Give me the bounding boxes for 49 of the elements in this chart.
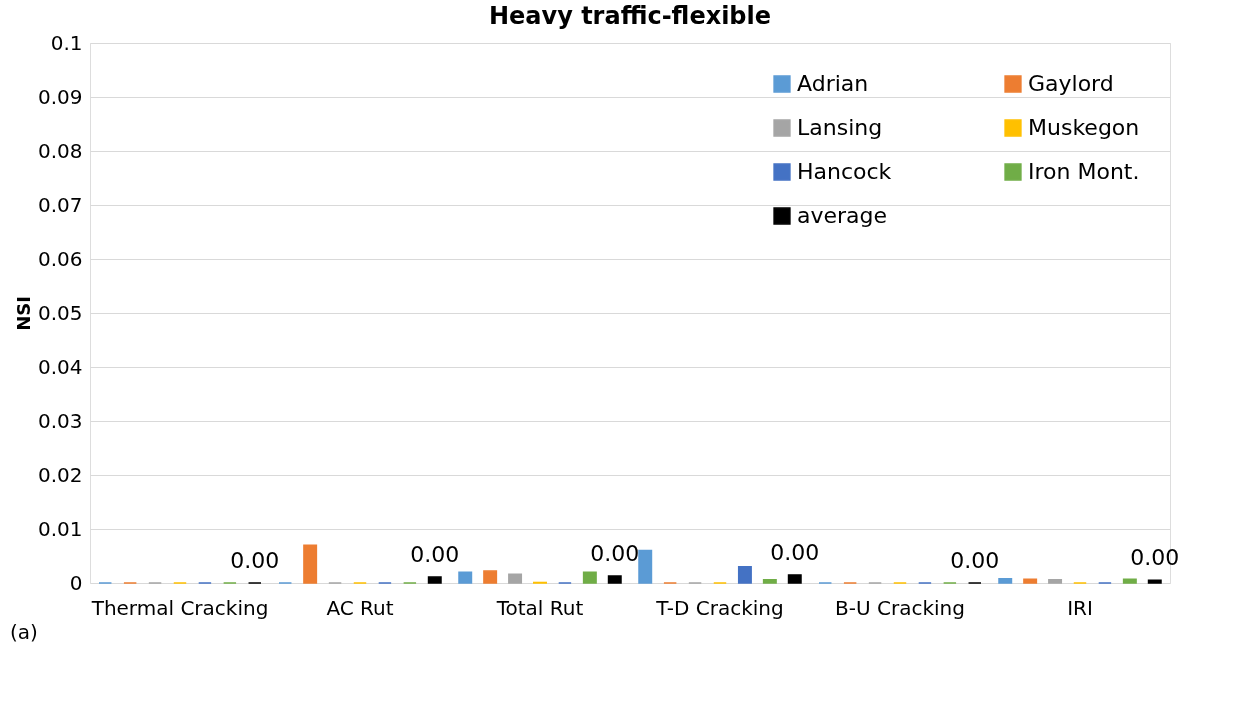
- x-tick-label: T-D Cracking: [655, 595, 784, 620]
- bar: [638, 549, 653, 584]
- x-tick-label: Thermal Cracking: [90, 595, 269, 620]
- bar: [1048, 579, 1063, 584]
- bar: [787, 574, 802, 584]
- data-label: 0.00: [590, 540, 640, 566]
- bar: [762, 579, 777, 584]
- data-label: 0.00: [230, 548, 280, 573]
- data-label: 0.00: [770, 539, 820, 565]
- y-tick-label: 0.04: [37, 354, 83, 379]
- bar: [607, 575, 622, 584]
- y-tick-label: 0.08: [37, 138, 83, 163]
- bar: [483, 570, 498, 584]
- legend-label: Adrian: [797, 71, 869, 96]
- data-label: 0.00: [1130, 545, 1180, 571]
- y-tick-label: 0.07: [37, 192, 83, 217]
- bar: [303, 544, 318, 584]
- bar: [508, 573, 523, 584]
- data-label: 0.00: [950, 548, 1000, 573]
- chart-title: Heavy traffic-flexible: [488, 2, 772, 30]
- bar: [1122, 578, 1137, 584]
- y-axis-title: NSI: [12, 296, 34, 331]
- x-tick-label: Total Rut: [495, 595, 584, 620]
- legend-label: Hancock: [797, 159, 892, 184]
- y-tick-label: 0.09: [37, 84, 83, 109]
- legend-label: Iron Mont.: [1028, 159, 1140, 184]
- x-tick-label: AC Rut: [326, 595, 394, 620]
- y-tick-label: 0.03: [37, 408, 83, 433]
- y-tick-label: 0.05: [37, 300, 83, 325]
- bar: [427, 576, 442, 584]
- legend-label: Muskegon: [1028, 115, 1140, 140]
- bar: [1023, 578, 1038, 584]
- x-tick-label: B-U Cracking: [835, 595, 965, 620]
- y-tick-label: 0: [69, 570, 83, 595]
- y-tick-label: 0.02: [37, 462, 83, 487]
- y-tick-label: 0.06: [37, 246, 83, 271]
- legend-label: Gaylord: [1028, 71, 1114, 96]
- data-label: 0.00: [410, 542, 460, 568]
- y-tick-label: 0.01: [37, 516, 83, 541]
- y-tick-label: 0.1: [50, 30, 83, 55]
- bar: [1147, 579, 1162, 584]
- bar: [458, 571, 473, 584]
- bar: [998, 577, 1013, 584]
- bar: [582, 571, 597, 584]
- bar: [737, 566, 752, 584]
- legend-label: Lansing: [797, 115, 883, 140]
- text: (a): [10, 620, 38, 644]
- legend-label: average: [797, 203, 888, 228]
- x-tick-label: IRI: [1067, 595, 1093, 620]
